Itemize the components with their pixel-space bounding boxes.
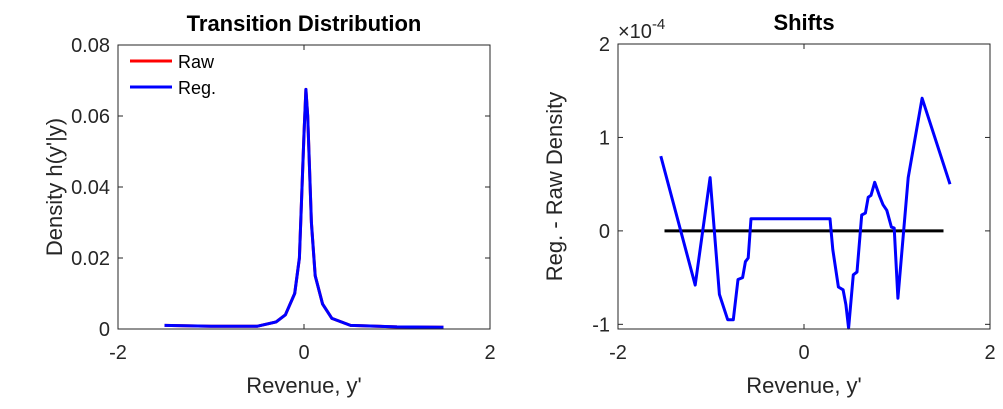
y-tick-label: 0.06 xyxy=(71,106,110,128)
y-exponent-base: ×10 xyxy=(618,21,652,43)
series-line xyxy=(659,96,952,330)
y-tick-label: 0.04 xyxy=(71,177,110,199)
y-axis-label: Density h(y'|y) xyxy=(42,118,67,256)
axes-box xyxy=(117,44,491,330)
series-line xyxy=(164,87,444,329)
axes-box xyxy=(617,43,991,330)
y-axis-label: Reg. - Raw Density xyxy=(542,92,567,282)
y-tick-label: 0 xyxy=(599,221,610,243)
y-tick-label: 2 xyxy=(599,34,610,56)
legend-label: Reg. xyxy=(178,78,216,98)
x-tick-label: 0 xyxy=(798,342,809,364)
y-exponent-power: -4 xyxy=(652,16,665,33)
y-exponent: ×10-4 xyxy=(618,16,665,43)
x-tick-label: 2 xyxy=(484,342,495,364)
x-axis-label: Revenue, y' xyxy=(746,373,862,398)
x-tick-label: -2 xyxy=(109,342,127,364)
x-tick-label: 0 xyxy=(298,342,309,364)
legend-label: Raw xyxy=(178,52,215,72)
x-axis-label: Revenue, y' xyxy=(246,373,362,398)
chart-title: Shifts xyxy=(773,10,834,35)
chart-title: Transition Distribution xyxy=(187,11,422,36)
y-tick-label: -1 xyxy=(592,314,610,336)
y-tick-label: 0.02 xyxy=(71,248,110,270)
y-tick-label: 0.08 xyxy=(71,35,110,57)
x-tick-label: 2 xyxy=(984,342,995,364)
y-tick-label: 0 xyxy=(99,319,110,341)
x-tick-label: -2 xyxy=(609,342,627,364)
y-tick-label: 1 xyxy=(599,127,610,149)
